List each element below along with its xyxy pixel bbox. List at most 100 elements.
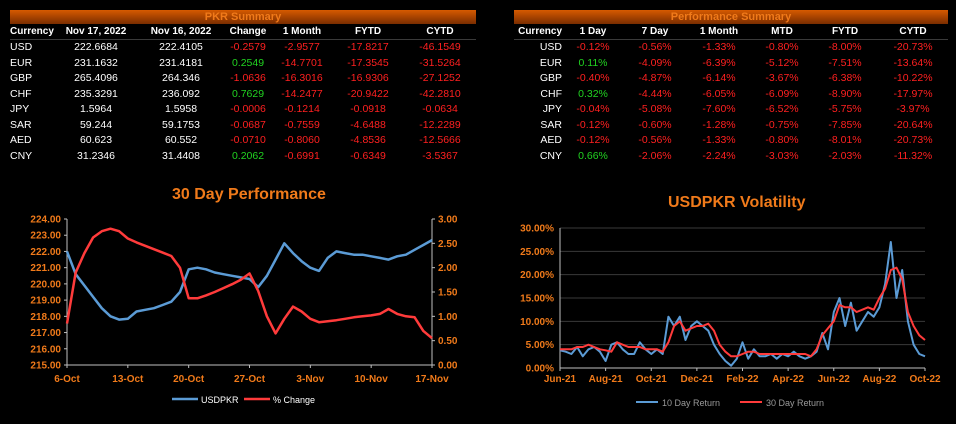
value-cell: -3.67% xyxy=(765,72,799,84)
performance-summary-body: USD -0.12% -0.56% -1.33% -0.80% -8.00% -20.73%… xyxy=(514,40,948,164)
right-axis-tick-label: 3.00 xyxy=(438,215,458,226)
value-cell: -0.0687 xyxy=(230,118,266,131)
pkr-summary-title: PKR Summary xyxy=(10,10,476,24)
value-cell: -1.0636 xyxy=(230,72,266,84)
x-axis-tick-label: Jun-22 xyxy=(818,374,851,385)
table-row: GBP -0.40% -4.87% -6.14% -3.67% -6.38% -10.22% xyxy=(514,71,948,87)
value-cell: -46.1549 xyxy=(419,41,461,53)
currency-cell: CHF xyxy=(10,87,32,100)
performance-summary-table: Performance Summary Currency 1 Day 7 Day 1 … xyxy=(514,10,948,164)
table-row: JPY -0.04% -5.08% -7.60% -6.52% -5.75% -3.97% xyxy=(514,102,948,118)
value-cell: -5.08% xyxy=(638,103,672,115)
value-cell: -0.56% xyxy=(638,41,672,53)
value-cell: 231.1632 xyxy=(74,56,118,69)
value-cell: -0.2579 xyxy=(230,41,266,53)
value-cell: 59.1753 xyxy=(162,118,200,131)
value-cell: 1.5958 xyxy=(164,103,198,115)
x-axis-tick-label: Jun-21 xyxy=(544,374,577,385)
column-header: Change xyxy=(229,26,267,37)
currency-cell: EUR xyxy=(539,56,562,69)
currency-cell: GBP xyxy=(10,72,33,84)
value-cell: -4.09% xyxy=(638,56,672,69)
value-cell: 31.2346 xyxy=(77,149,115,162)
value-cell: -6.38% xyxy=(828,72,862,84)
column-header: 7 Day xyxy=(641,26,669,37)
currency-cell: USD xyxy=(539,41,562,53)
column-header: Currency xyxy=(10,26,54,37)
series-line-30-day-return xyxy=(560,266,926,358)
column-header: FYTD xyxy=(354,26,382,37)
value-cell: -16.3016 xyxy=(281,72,323,84)
value-cell: 264.346 xyxy=(162,72,200,84)
value-cell: -27.1252 xyxy=(419,72,461,84)
left-axis-tick-label: 219.00 xyxy=(30,296,61,307)
value-cell: -0.0710 xyxy=(230,134,266,146)
currency-cell: AED xyxy=(540,134,562,146)
value-cell: -0.12% xyxy=(576,134,610,146)
value-cell: -31.5264 xyxy=(419,56,461,69)
left-axis-tick-label: 218.00 xyxy=(30,312,61,323)
value-cell: 0.7629 xyxy=(231,87,265,100)
value-cell: 0.66% xyxy=(578,149,608,162)
value-cell: -7.51% xyxy=(828,56,862,69)
value-cell: -8.00% xyxy=(828,41,862,53)
value-cell: -17.97% xyxy=(893,87,933,100)
left-axis-tick-label: 221.00 xyxy=(30,263,61,274)
value-cell: -6.09% xyxy=(765,87,799,100)
value-cell: 60.552 xyxy=(164,134,198,146)
x-axis-tick-label: Apr-22 xyxy=(772,374,804,385)
value-cell: -2.06% xyxy=(638,149,672,162)
value-cell: -7.60% xyxy=(702,103,736,115)
value-cell: 0.2549 xyxy=(231,56,265,69)
value-cell: -17.3545 xyxy=(347,56,389,69)
value-cell: -42.2810 xyxy=(419,87,461,100)
table-row: USD 222.6684 222.4105 -0.2579 -2.9577 -17.821… xyxy=(10,40,476,56)
legend-label: 10 Day Return xyxy=(662,398,720,408)
value-cell: -20.9422 xyxy=(347,87,389,100)
value-cell: -20.64% xyxy=(893,118,933,131)
table-row: AED -0.12% -0.56% -1.33% -0.80% -8.01% -20.73% xyxy=(514,133,948,149)
legend-label: 30 Day Return xyxy=(766,398,824,408)
value-cell: 231.4181 xyxy=(159,56,203,69)
table-row: CNY 31.2346 31.4408 0.2062 -0.6991 -0.6349 -3.… xyxy=(10,149,476,165)
table-row: SAR 59.244 59.1753 -0.0687 -0.7559 -4.6488 -12… xyxy=(10,118,476,134)
value-cell: 1.5964 xyxy=(79,103,113,115)
value-cell: -12.5666 xyxy=(419,134,461,146)
x-axis-tick-label: Oct-22 xyxy=(909,374,941,385)
column-header: Nov 17, 2022 xyxy=(65,26,127,37)
value-cell: -0.75% xyxy=(765,118,799,131)
table-row: CHF 0.32% -4.44% -6.05% -6.09% -8.90% -17.97% xyxy=(514,87,948,103)
left-axis-tick-label: 215.00 xyxy=(30,361,61,372)
x-axis-tick-label: Oct-21 xyxy=(636,374,668,385)
currency-cell: JPY xyxy=(542,103,562,115)
pkr-summary-table: PKR Summary Currency Nov 17, 2022 Nov 16, … xyxy=(10,10,476,164)
value-cell: -6.05% xyxy=(702,87,736,100)
value-cell: -2.24% xyxy=(702,149,736,162)
column-header: Currency xyxy=(518,26,562,37)
column-header: MTD xyxy=(771,26,793,37)
column-header: Nov 16, 2022 xyxy=(150,26,212,37)
value-cell: 235.3291 xyxy=(74,87,118,100)
value-cell: -4.8536 xyxy=(350,134,386,146)
column-header: FYTD xyxy=(831,26,859,37)
value-cell: -0.04% xyxy=(576,103,610,115)
column-header: 1 Month xyxy=(282,26,322,37)
currency-cell: CHF xyxy=(540,87,562,100)
pkr-summary-body: USD 222.6684 222.4105 -0.2579 -2.9577 -17.821… xyxy=(10,40,476,164)
table-row: AED 60.623 60.552 -0.0710 -0.8060 -4.8536 -12.… xyxy=(10,133,476,149)
chart-usdpkr-volatility: 0.00% 5.00% 10.00% 15.00% 20.00% 25.00% 30.00%… xyxy=(520,224,941,409)
column-header: 1 Month xyxy=(699,26,739,37)
table-row: JPY 1.5964 1.5958 -0.0006 -0.1214 -0.0918 -0.0… xyxy=(10,102,476,118)
left-axis-tick-label: 217.00 xyxy=(30,328,61,339)
left-axis-tick-label: 216.00 xyxy=(30,344,61,355)
pkr-summary-header-row: Currency Nov 17, 2022 Nov 16, 2022 Change 1 … xyxy=(10,24,476,40)
column-header: CYTD xyxy=(426,26,454,37)
value-cell: -17.8217 xyxy=(347,41,389,53)
value-cell: -10.22% xyxy=(893,72,933,84)
value-cell: -14.2477 xyxy=(281,87,323,100)
value-cell: -1.28% xyxy=(702,118,736,131)
value-cell: -0.6349 xyxy=(350,149,386,162)
currency-cell: SAR xyxy=(10,118,32,131)
x-axis-tick-label: Dec-21 xyxy=(680,374,713,385)
value-cell: -11.32% xyxy=(893,149,933,162)
